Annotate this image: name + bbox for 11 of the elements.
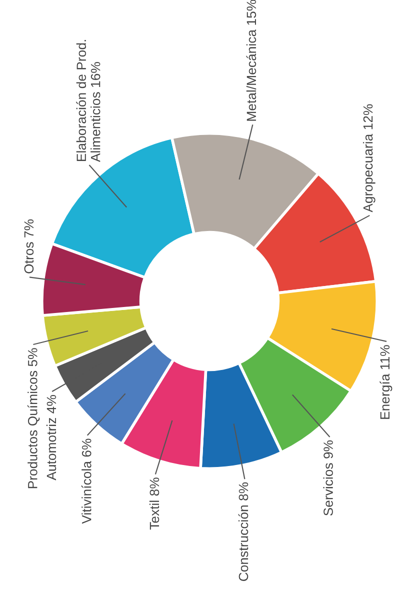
slice-label: Productos Químicos 5%	[27, 348, 40, 488]
slice-label: Automotriz 4%	[46, 395, 56, 480]
slice-label: Elaboración de Prod. Alimenticios 16%	[76, 40, 100, 162]
slice-label: Vitivinícola 6%	[81, 438, 92, 524]
slice-label: Servicios 9%	[323, 440, 333, 516]
slice-label: Textil 8%	[149, 478, 160, 530]
slice-label: Otros 7%	[24, 219, 34, 274]
slice-label: Agropecuaria 12%	[362, 104, 376, 212]
slice-label: Metal/Mecánica 15%	[246, 0, 256, 121]
slice-label: Construcción 8%	[238, 482, 248, 581]
slice-label: Energía 11%	[380, 345, 392, 419]
